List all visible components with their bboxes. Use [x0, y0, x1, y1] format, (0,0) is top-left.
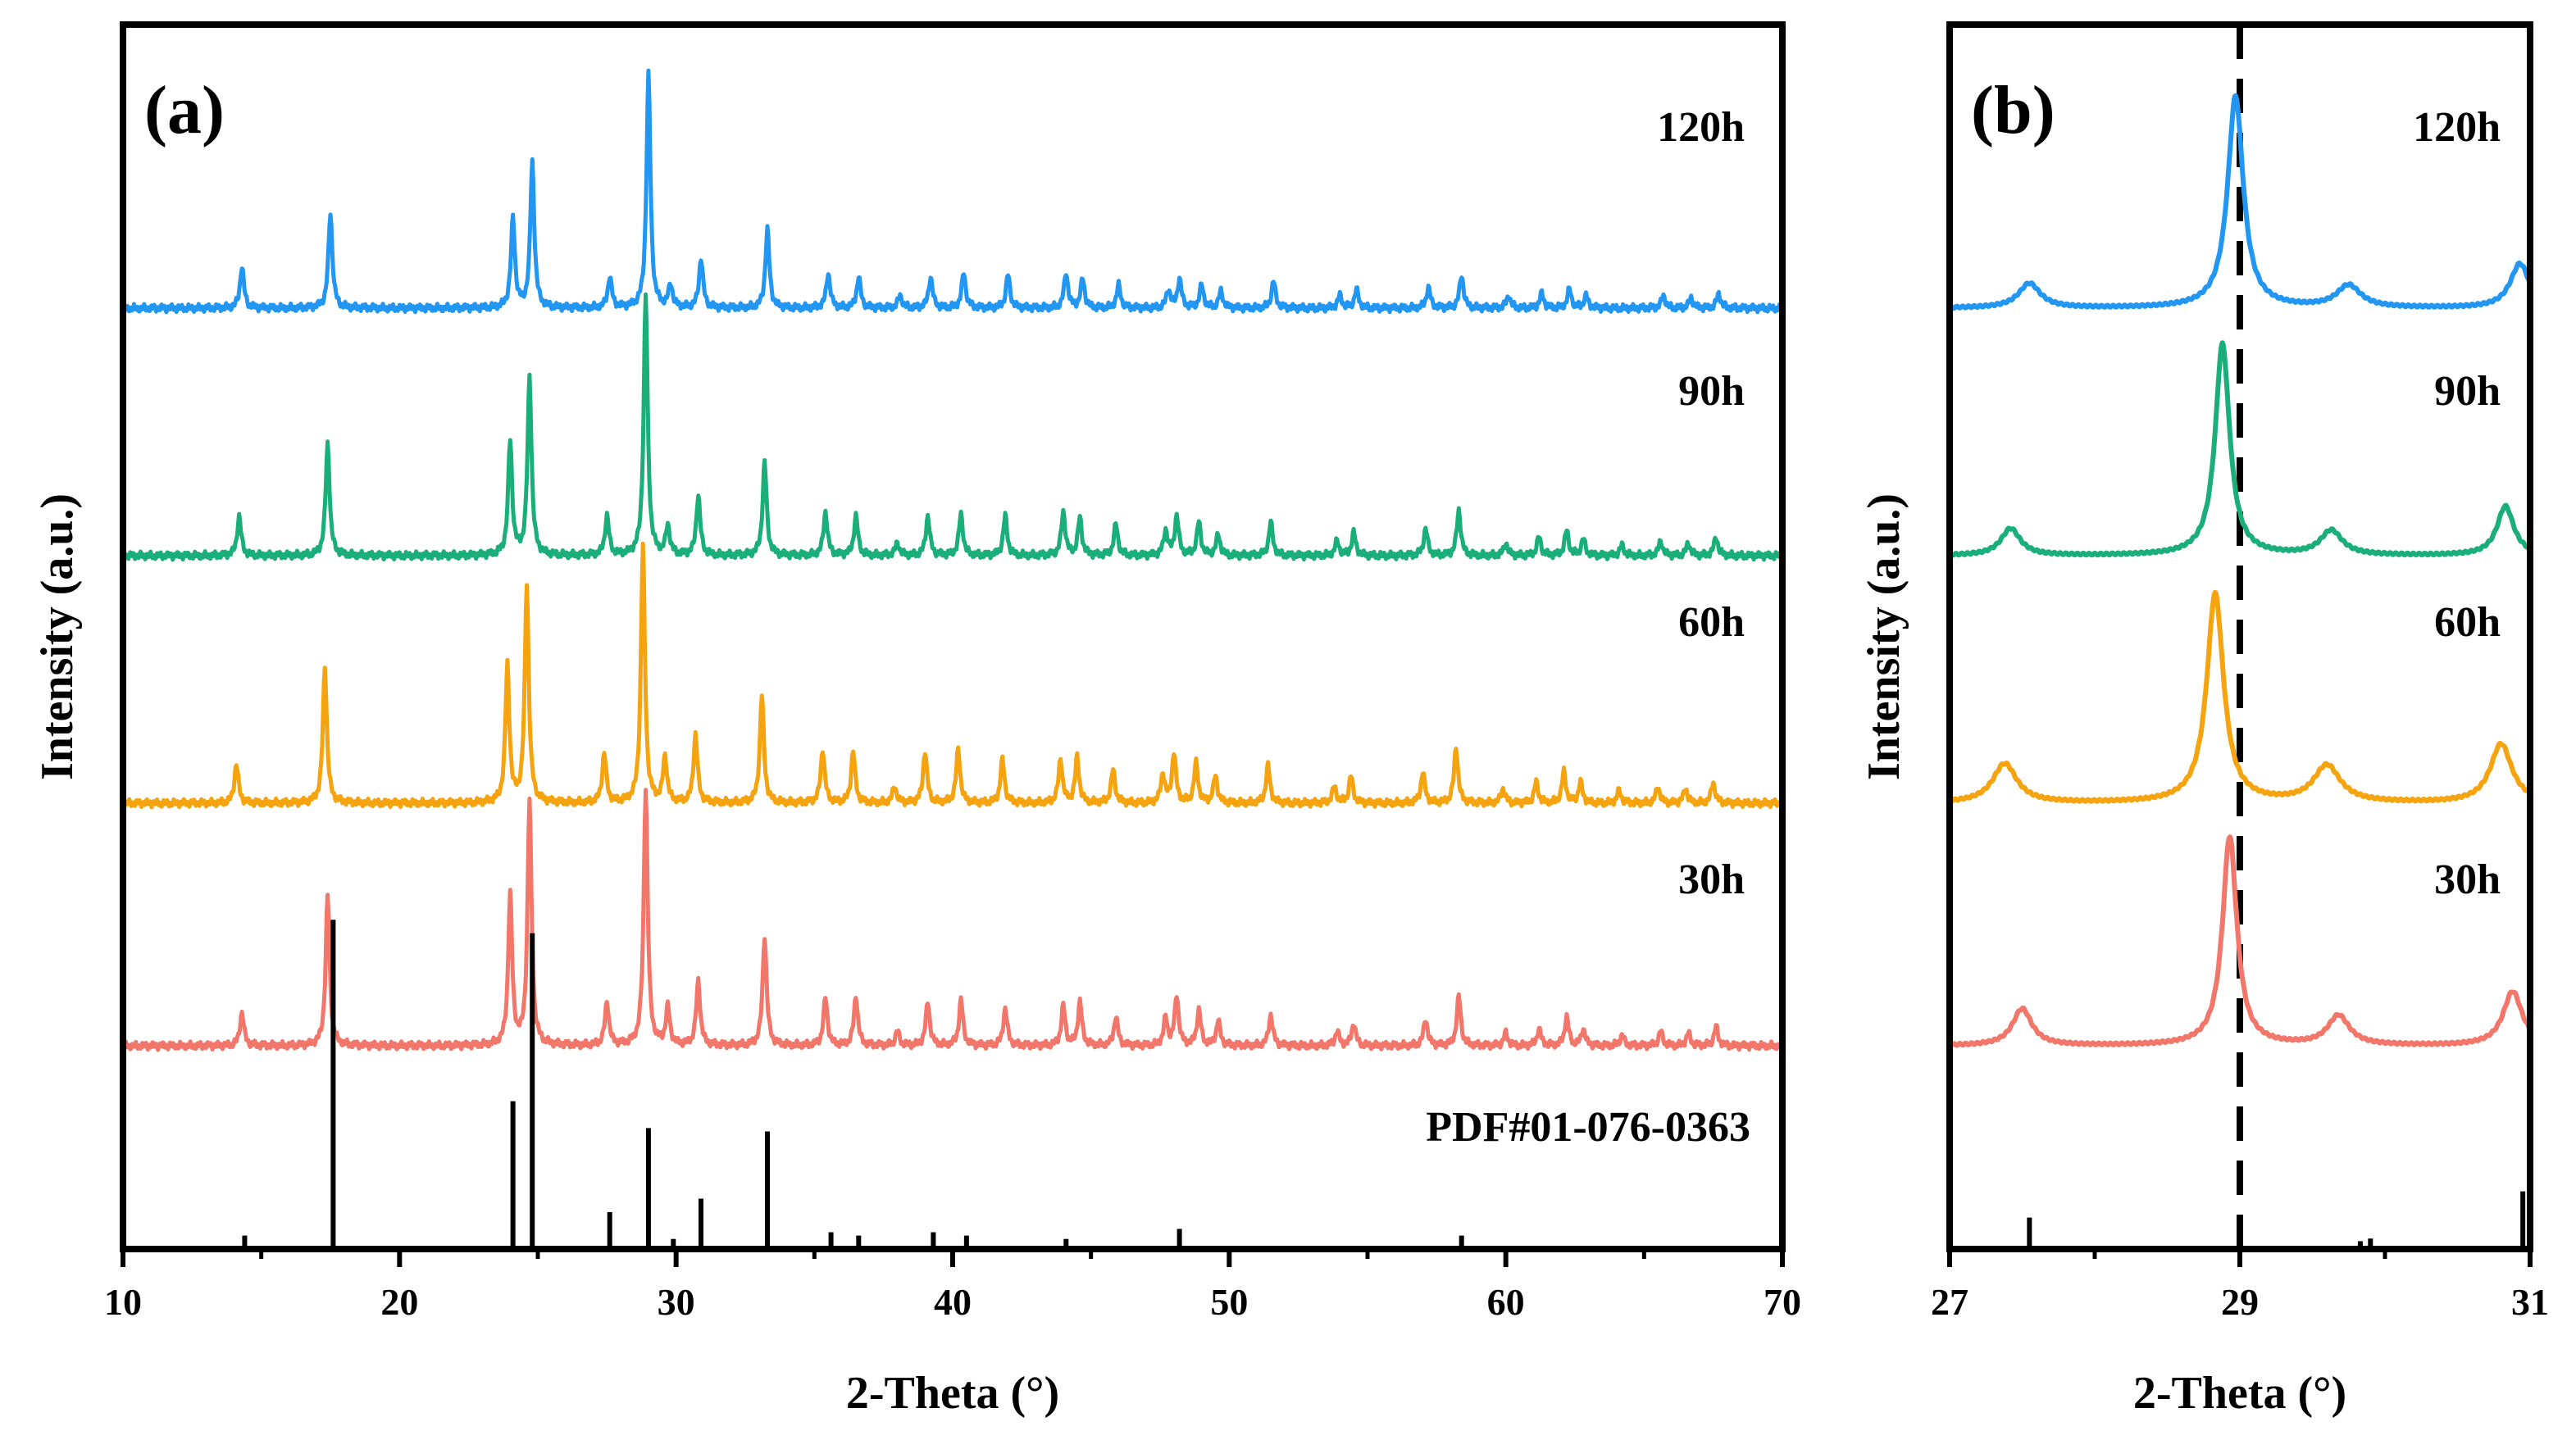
x-axis-title: 2-Theta (°) [846, 1368, 1059, 1419]
series-label-60h: 60h [1678, 599, 1745, 646]
panel-label: (a) [144, 72, 225, 148]
series-line-30h [121, 788, 1785, 1052]
x-tick-label: 31 [2511, 1281, 2549, 1323]
x-tick-label: 29 [2221, 1281, 2259, 1323]
panel-label: (b) [1971, 72, 2055, 148]
x-tick-label: 27 [1931, 1281, 1968, 1323]
series-line-120h [1947, 93, 2533, 311]
x-tick-label: 20 [380, 1281, 418, 1323]
series-label-90h: 90h [1678, 368, 1745, 415]
y-axis-title: Intensity (a.u.) [32, 493, 83, 780]
x-tick-label: 10 [104, 1281, 142, 1323]
x-tick-label: 60 [1487, 1281, 1525, 1323]
series-line-60h [121, 541, 1785, 810]
series-line-90h [1948, 340, 2533, 558]
series-line-30h [1947, 834, 2533, 1048]
panel-b: (b) 120h 90h 60h 30h 27 29 31 2-Theta (°) Intensi… [1859, 21, 2549, 1419]
series-label-60h: 60h [2434, 599, 2501, 646]
series-label-120h: 120h [1657, 104, 1745, 151]
x-tick-label: 30 [658, 1281, 695, 1323]
series-line-60h [1948, 589, 2533, 804]
x-tick-label: 70 [1764, 1281, 1801, 1323]
series-label-90h: 90h [2434, 368, 2501, 415]
panel-a: (a) 120h 90h 60h 30h PDF#01-076-0363 10 20 30 40 5… [32, 21, 1801, 1419]
x-tick-label: 50 [1210, 1281, 1248, 1323]
plot-frame [120, 21, 1786, 1252]
series-line-90h [121, 292, 1785, 562]
y-axis-title: Intensity (a.u.) [1859, 493, 1909, 780]
reference-label: PDF#01-076-0363 [1426, 1104, 1750, 1151]
series-label-120h: 120h [2413, 104, 2501, 151]
series-label-30h: 30h [2434, 856, 2501, 903]
x-tick-label: 40 [934, 1281, 972, 1323]
series-line-120h [121, 68, 1785, 315]
x-axis-title: 2-Theta (°) [2133, 1368, 2346, 1419]
series-label-30h: 30h [1678, 856, 1745, 903]
